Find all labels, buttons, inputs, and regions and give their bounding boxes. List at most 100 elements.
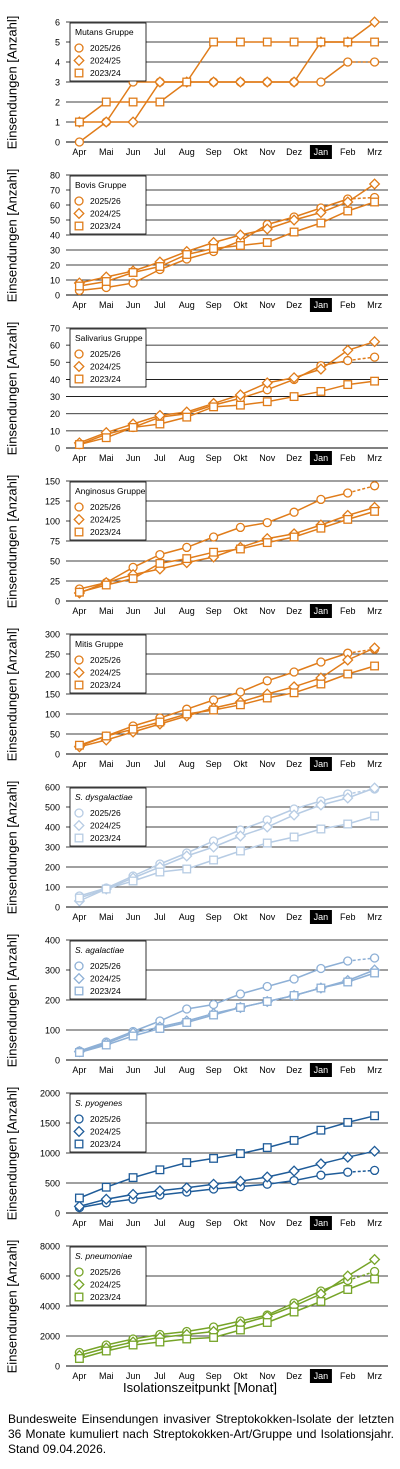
legend-entry: 2025/26: [90, 502, 121, 512]
data-point: [289, 507, 299, 517]
data-point: [127, 116, 139, 128]
y-tick-label: 500: [45, 803, 60, 813]
legend-entry: 2024/25: [90, 1280, 121, 1290]
series-line: [79, 665, 375, 746]
x-tick-label: Aug: [179, 912, 195, 922]
y-tick-label: 125: [45, 497, 60, 507]
highlight-month-box: [309, 451, 332, 465]
data-point: [128, 574, 138, 584]
highlight-month-box: [309, 604, 332, 618]
y-tick-label: 0: [55, 138, 60, 148]
data-point: [101, 433, 111, 443]
data-point: [182, 1334, 192, 1344]
legend-marker: [74, 374, 84, 384]
y-tick-label: 80: [50, 171, 60, 181]
legend-entry: 2023/24: [90, 680, 121, 690]
x-tick-label: Mai: [99, 606, 114, 616]
x-tick-label: Jun: [126, 1218, 141, 1228]
legend-entry: 2025/26: [90, 961, 121, 971]
x-tick-label: Dez: [286, 1218, 303, 1228]
series-2023/24: [74, 1111, 380, 1203]
series-line: [79, 1278, 375, 1360]
data-point: [316, 523, 326, 533]
data-point: [74, 117, 84, 127]
data-point: [155, 97, 165, 107]
data-point: [343, 956, 353, 966]
data-point: [289, 1135, 299, 1145]
y-tick-label: 150: [45, 477, 60, 487]
data-point: [368, 335, 381, 348]
legend-marker: [73, 1125, 85, 1138]
y-tick-label: 20: [50, 261, 60, 271]
y-tick-label: 50: [50, 730, 60, 740]
data-point: [262, 37, 272, 47]
series-2023/24: [74, 506, 380, 597]
data-point: [235, 400, 245, 410]
x-tick-label: Sep: [206, 912, 222, 922]
data-point: [316, 1297, 326, 1306]
x-tick-label: Mai: [99, 453, 114, 463]
chart-svg: 0 10 20 30 40 50 60 70 Apr Mai Jun Jul Aug Sep Okt Nov D…: [50, 324, 388, 465]
x-tick-label: Jul: [154, 759, 166, 769]
y-tick-label: 500: [45, 1179, 60, 1189]
legend-marker: [73, 207, 85, 220]
data-point: [342, 654, 354, 666]
data-point: [370, 506, 380, 516]
data-point: [74, 1048, 84, 1057]
x-tick-label: Jul: [154, 453, 166, 463]
data-point: [316, 37, 326, 47]
chart-panel-2: Einsendungen [Anzahl] 0 10 20 30 40 50 60 70 80 Ap…: [0, 161, 400, 314]
x-tick-label: Okt: [233, 453, 248, 463]
legend-marker: [74, 43, 84, 53]
data-point: [208, 999, 219, 1010]
data-point: [369, 1165, 380, 1176]
data-point: [209, 244, 219, 253]
data-point: [155, 1024, 165, 1033]
x-tick-label: Aug: [179, 606, 195, 616]
legend-entry: 2024/25: [90, 668, 121, 678]
x-tick-label: Aug: [179, 300, 195, 310]
legend: Mutans Gruppe 2025/26 2024/25 2023/24: [69, 22, 147, 82]
x-tick-label: Jun: [126, 606, 141, 616]
data-point: [289, 37, 299, 47]
data-point: [234, 1175, 247, 1187]
x-axis-title: Isolationszeitpunkt [Monat]: [123, 1380, 277, 1395]
legend-entry: 2023/24: [90, 986, 121, 996]
data-point: [155, 717, 165, 727]
data-point: [101, 731, 111, 741]
data-point: [100, 1193, 112, 1205]
x-tick-label: Nov: [259, 606, 276, 616]
x-tick-label: Dez: [286, 606, 303, 616]
data-point: [262, 1143, 272, 1153]
data-point: [128, 1340, 138, 1350]
data-point: [342, 344, 354, 357]
data-point: [316, 386, 326, 396]
legend-marker: [74, 221, 84, 231]
legend-marker: [74, 986, 84, 996]
y-tick-label: 1500: [40, 1119, 60, 1129]
y-tick-label: 100: [45, 1026, 60, 1036]
data-point: [209, 547, 219, 557]
x-tick-label: Jul: [154, 1371, 166, 1381]
data-point: [316, 657, 326, 667]
x-tick-label: Mrz: [367, 606, 382, 616]
data-point: [101, 1346, 111, 1356]
x-tick-label: Feb: [340, 1218, 356, 1228]
data-point: [128, 876, 138, 886]
legend-entry: 2025/26: [90, 196, 121, 206]
y-tick-label: 10: [50, 426, 60, 436]
highlight-month-box: [309, 910, 332, 924]
data-point: [343, 669, 353, 679]
legend-marker: [74, 1292, 84, 1302]
data-point: [209, 402, 219, 412]
x-tick-label: Sep: [206, 147, 222, 157]
x-tick-label: Nov: [259, 300, 276, 310]
y-tick-label: 30: [50, 392, 60, 402]
chart-title: S. pyogenes: [75, 1098, 123, 1108]
legend: Bovis Gruppe 2025/26 2024/25 2023/24: [69, 175, 147, 235]
x-tick-label: Mrz: [367, 1371, 382, 1381]
y-tick-label: 25: [50, 577, 60, 587]
x-tick-label: Aug: [179, 1065, 195, 1075]
data-point: [368, 782, 381, 794]
x-tick-label: Aug: [179, 453, 195, 463]
